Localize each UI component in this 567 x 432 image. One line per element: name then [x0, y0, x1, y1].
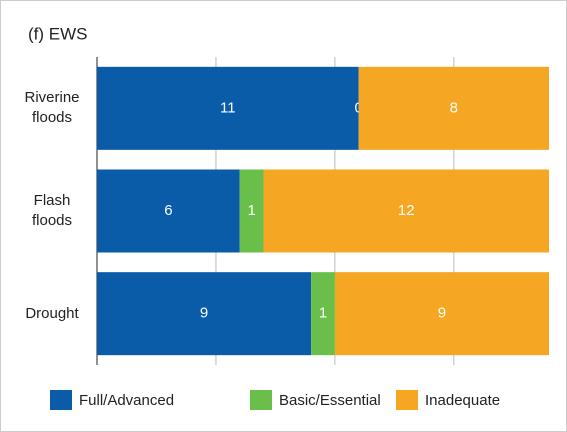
bar-segment [311, 272, 335, 356]
data-label: 8 [450, 99, 458, 116]
bar-segment [334, 272, 549, 356]
data-label: 9 [438, 305, 446, 322]
legend-label: Inadequate [425, 392, 500, 409]
bar-segment [97, 272, 312, 356]
data-label: 11 [220, 99, 236, 116]
legend-swatch [250, 390, 272, 410]
bar-segment [358, 66, 549, 150]
data-label: 1 [319, 305, 327, 322]
y-tick-label: Drought [25, 304, 79, 322]
legend-label: Basic/Essential [279, 392, 381, 409]
legend-swatch [396, 390, 418, 410]
y-tick-label: Riverine floods [24, 89, 80, 127]
data-label: 1 [247, 202, 255, 219]
bar-segment [239, 169, 264, 253]
bar-segment [97, 66, 359, 150]
chart-title: (f) EWS [28, 24, 88, 43]
data-label: 12 [398, 202, 415, 219]
bar-segment [263, 169, 549, 253]
data-label: 9 [200, 305, 208, 322]
legend-label: Full/Advanced [79, 392, 174, 409]
legend-swatch [50, 390, 72, 410]
bar-segment [97, 169, 240, 253]
data-label: 6 [164, 202, 172, 219]
y-tick-label: Flash floods [31, 192, 73, 229]
